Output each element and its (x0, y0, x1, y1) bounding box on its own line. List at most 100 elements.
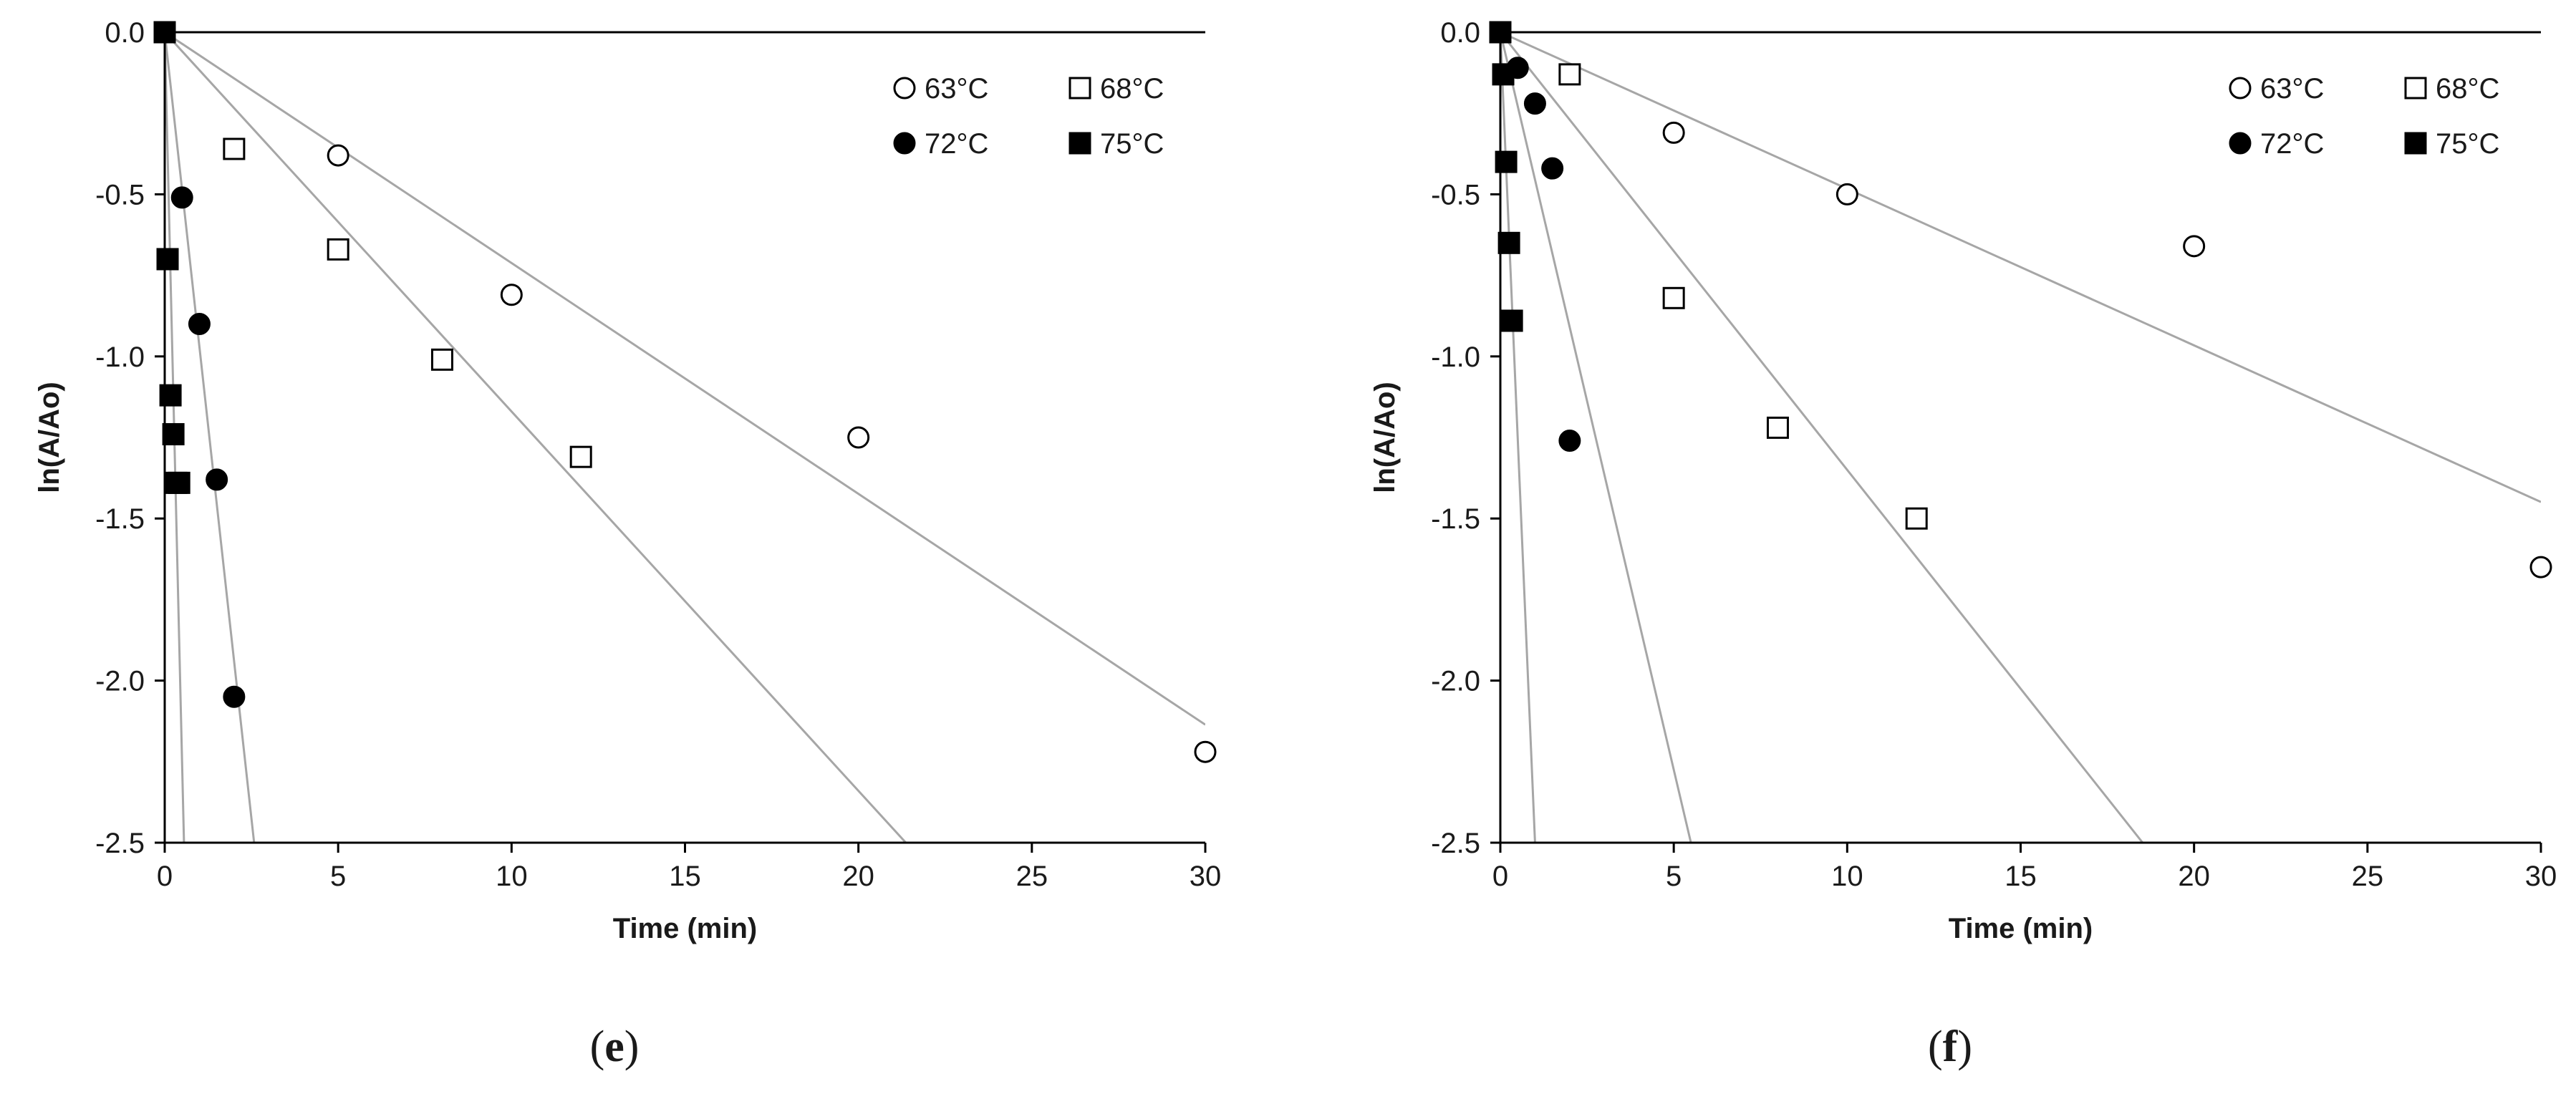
data-point (2529, 556, 2552, 579)
data-point (1492, 63, 1515, 86)
legend-marker (2404, 132, 2427, 155)
fit-line-1 (1500, 32, 2144, 843)
data-point (1558, 430, 1581, 452)
data-point (327, 238, 349, 261)
data-point (168, 471, 190, 494)
x-tick-label: 15 (2005, 861, 2037, 892)
data-point (223, 685, 246, 708)
legend-marker (2229, 77, 2252, 100)
x-tick-label: 5 (1666, 861, 1682, 892)
series-63°C (1489, 21, 2552, 579)
legend-label: 68°C (1100, 73, 1164, 105)
panel-label: (e) (590, 1022, 640, 1071)
series-68°C (1489, 21, 1928, 530)
y-tick-label: -1.0 (1431, 342, 1480, 373)
x-tick-label: 25 (2352, 861, 2384, 892)
legend-label: 68°C (2436, 73, 2499, 105)
y-tick-label: -2.0 (95, 666, 145, 697)
y-tick-label: 0.0 (105, 17, 145, 49)
y-tick-label: 0.0 (1440, 17, 1480, 49)
legend-marker (2404, 77, 2427, 100)
data-point (156, 248, 179, 271)
data-point (1835, 183, 1858, 205)
y-tick-label: -0.5 (1431, 179, 1480, 210)
legend-marker (1068, 132, 1091, 155)
x-axis-title: Time (min) (613, 913, 758, 944)
x-tick-label: 5 (330, 861, 346, 892)
legend-marker (893, 77, 916, 100)
series-63°C (153, 21, 1217, 763)
data-point (1558, 63, 1581, 86)
fit-line-1 (165, 32, 907, 843)
x-tick-label: 30 (1190, 861, 1222, 892)
fit-lines (165, 32, 1205, 843)
data-point (188, 313, 211, 336)
x-tick-label: 30 (2525, 861, 2557, 892)
fit-line-0 (1500, 32, 2541, 503)
legend: 63°C 68°C 72°C 75°C (893, 73, 1164, 160)
x-tick-label: 25 (1016, 861, 1048, 892)
data-point (1662, 121, 1685, 144)
data-point (500, 284, 523, 306)
data-point (847, 426, 870, 449)
data-point (2183, 235, 2206, 258)
fit-lines (1500, 32, 2541, 843)
data-point (430, 348, 453, 371)
x-tick-label: 10 (1831, 861, 1863, 892)
x-tick-label: 10 (496, 861, 528, 892)
y-tick-label: -1.5 (1431, 503, 1480, 535)
data-point (1489, 21, 1512, 44)
chart-panel-f: 0.0 -0.5 -1.0 -1.5 -2.0 -2.5 0 5 10 15 20 25 30 Time … (1369, 17, 2557, 1071)
y-tick-label: -2.0 (1431, 666, 1480, 697)
x-axis-title: Time (min) (1949, 913, 2093, 944)
data-point (327, 144, 349, 167)
y-tick-label: -2.5 (95, 828, 145, 859)
fit-line-2 (1500, 32, 1692, 843)
chart-panel-e: 0.0 -0.5 -1.0 -1.5 -2.0 -2.5 0 5 10 15 20 25 30 Time … (34, 17, 1221, 1071)
data-point (569, 445, 592, 468)
y-axis-title: ln(A/Ao) (34, 382, 65, 493)
legend-label: 72°C (925, 128, 988, 160)
data-point (170, 186, 193, 209)
x-tick-label: 20 (842, 861, 874, 892)
series-68°C (153, 21, 592, 468)
legend-label: 75°C (2436, 128, 2499, 160)
data-point (162, 422, 185, 445)
fit-line-0 (165, 32, 1205, 726)
series-75°C (153, 21, 190, 494)
data-point (1523, 92, 1546, 115)
data-point (1541, 157, 1564, 180)
data-point (1194, 740, 1217, 763)
legend-label: 72°C (2260, 128, 2324, 160)
legend-label: 63°C (2260, 73, 2324, 105)
data-point (1766, 416, 1789, 439)
data-point (159, 384, 182, 407)
y-tick-label: -1.0 (95, 342, 145, 373)
data-point (1500, 309, 1523, 332)
series-72°C (153, 21, 246, 708)
x-tick-label: 0 (157, 861, 173, 892)
data-point (206, 468, 228, 491)
legend-marker (2229, 132, 2252, 155)
x-tick-label: 20 (2178, 861, 2210, 892)
legend-marker (1068, 77, 1091, 100)
y-tick-label: -1.5 (95, 503, 145, 535)
data-point (1662, 286, 1685, 309)
y-tick-label: -0.5 (95, 179, 145, 210)
fit-line-2 (165, 32, 256, 843)
x-tick-label: 0 (1492, 861, 1508, 892)
panel-label: (f) (1928, 1022, 1972, 1071)
y-axis-title: ln(A/Ao) (1369, 382, 1401, 493)
x-tick-label: 15 (669, 861, 701, 892)
legend-label: 75°C (1100, 128, 1164, 160)
legend-label: 63°C (925, 73, 988, 105)
data-point (1495, 150, 1518, 173)
data-point (1497, 231, 1520, 254)
y-tick-label: -2.5 (1431, 828, 1480, 859)
data-point (1905, 507, 1928, 530)
legend-marker (893, 132, 916, 155)
legend: 63°C 68°C 72°C 75°C (2229, 73, 2499, 160)
data-point (223, 137, 246, 160)
series-75°C (1489, 21, 1523, 332)
